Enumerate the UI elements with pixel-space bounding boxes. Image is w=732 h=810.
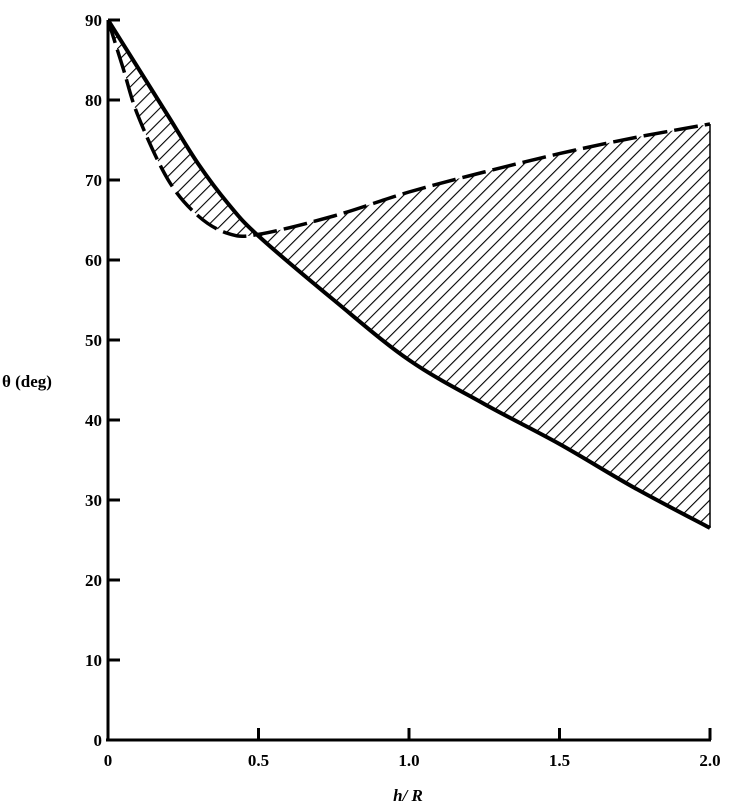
y-tick-label: 50 — [85, 331, 102, 350]
y-tick-label: 70 — [85, 171, 102, 190]
x-tick-label: 2.0 — [699, 751, 720, 770]
y-tick-label: 0 — [94, 731, 103, 750]
y-tick-label: 80 — [85, 91, 102, 110]
hatched-region — [108, 20, 710, 528]
y-tick-label: 20 — [85, 571, 102, 590]
y-axis-label: θ (deg) — [2, 372, 52, 391]
x-tick-label: 0.5 — [248, 751, 269, 770]
y-tick-label: 30 — [85, 491, 102, 510]
y-tick-label: 10 — [85, 651, 102, 670]
x-tick-label: 1.0 — [398, 751, 419, 770]
x-tick-label: 0 — [104, 751, 113, 770]
y-tick-label: 40 — [85, 411, 102, 430]
x-tick-label: 1.5 — [549, 751, 570, 770]
x-axis-label: h/ R — [393, 786, 423, 805]
solid-curve — [108, 18, 711, 530]
y-tick-label: 60 — [85, 251, 102, 270]
dashed-curve — [108, 19, 711, 238]
y-tick-label: 90 — [85, 11, 102, 30]
